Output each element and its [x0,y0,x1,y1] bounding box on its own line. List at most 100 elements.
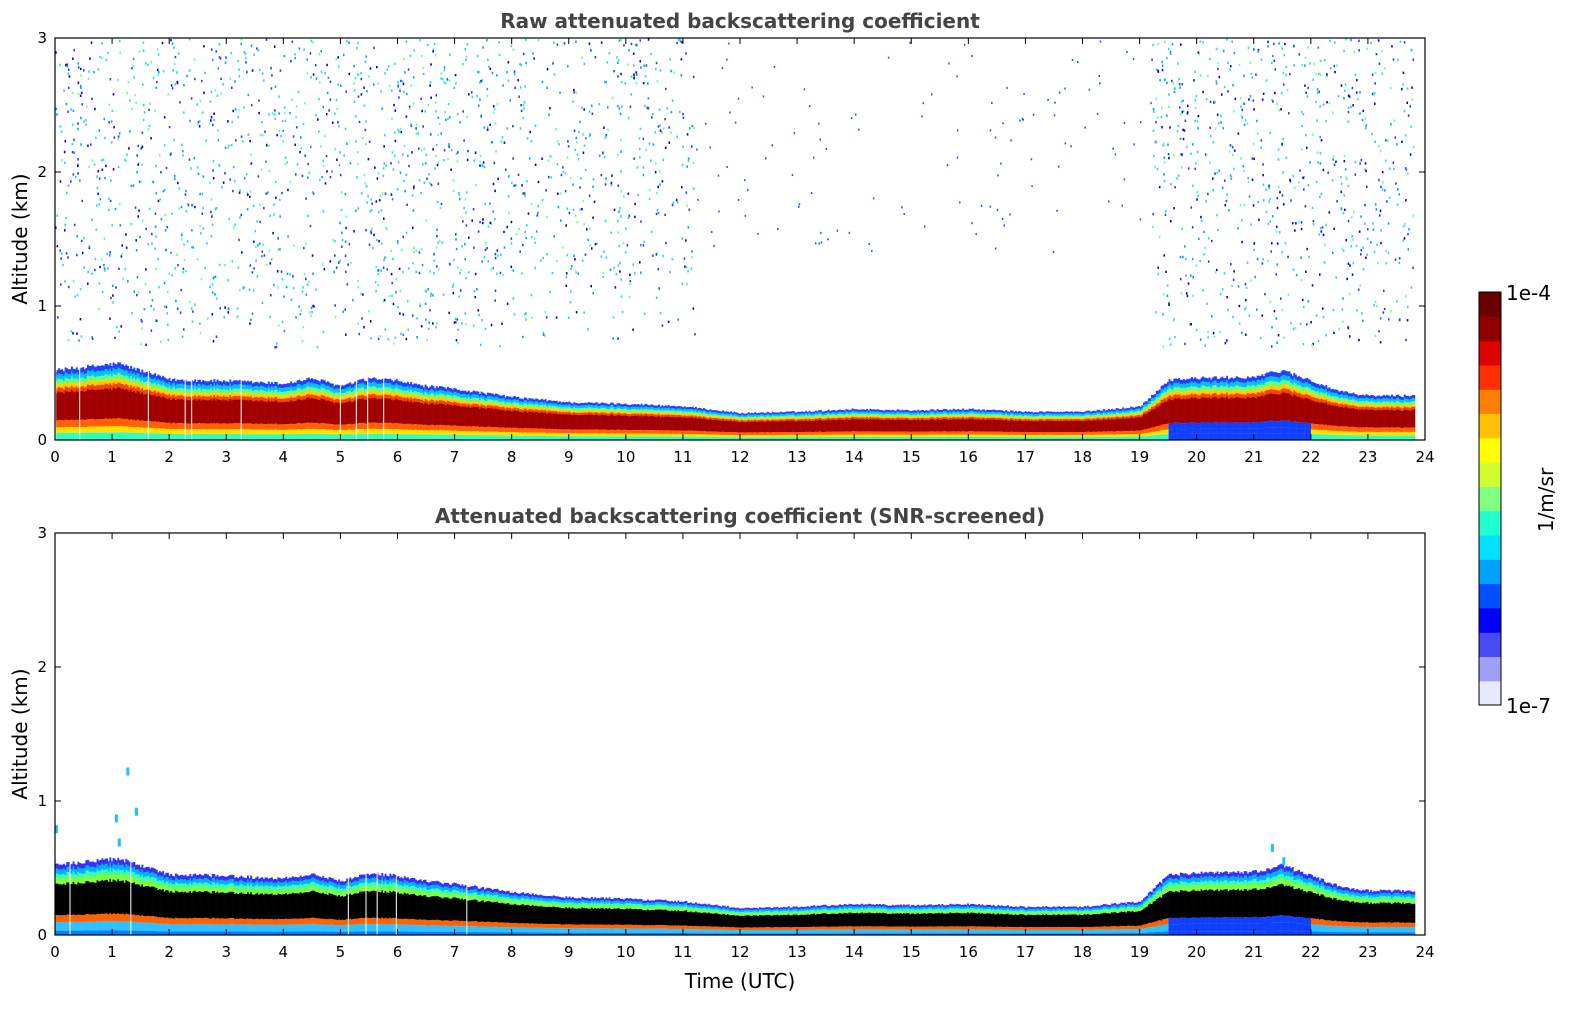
layer-cell [792,415,795,417]
layer-cell [727,419,729,421]
layer-cell [581,402,584,406]
layer-cell [735,416,737,418]
layer-cell [235,399,238,424]
layer-cell [291,398,294,402]
layer-cell [807,437,809,440]
layer-cell [487,426,489,432]
layer-cell [683,408,686,412]
layer-cell [885,434,888,437]
layer-cell [373,433,376,440]
layer-cell [655,433,657,437]
layer-cell [325,397,328,401]
layer-cell [282,429,285,435]
layer-cell [371,422,374,429]
layer-cell [891,409,894,412]
layer-cell [427,425,430,431]
layer-cell [779,411,782,414]
layer-cell [146,433,149,440]
layer-cell [667,409,670,413]
layer-cell [299,399,302,424]
layer-cell [581,433,584,437]
layer-cell [551,406,553,409]
layer-cell [479,427,481,432]
layer-cell [640,413,643,416]
layer-cell [443,430,446,435]
layer-cell [176,388,179,392]
layer-cell [653,410,656,413]
layer-cell [283,398,286,402]
layer-cell [143,421,145,428]
layer-cell [87,432,89,440]
layer-cell [303,384,305,389]
layer-cell [131,391,134,421]
layer-cell [690,417,693,431]
layer-cell [615,433,617,437]
layer-cell [235,395,238,400]
layer-cell [58,391,61,420]
layer-cell [282,424,285,430]
layer-cell [749,420,752,422]
layer-cell [482,431,485,436]
layer-cell [605,403,608,406]
layer-cell [618,429,621,434]
layer-cell [915,414,918,417]
layer-cell [309,383,312,388]
layer-cell [301,429,304,435]
layer-cell [152,391,155,396]
layer-cell [811,417,814,420]
layer-cell [642,436,645,440]
layer-cell [495,431,497,436]
layer-cell [546,404,549,407]
layer-cell [803,434,806,438]
layer-cell [85,432,88,440]
layer-cell [720,413,723,416]
layer-cell [634,406,637,410]
layer-cell [759,421,761,433]
layer-cell [146,385,149,390]
layer-cell [685,434,688,437]
layer-cell [408,429,411,435]
layer-cell [547,432,550,437]
layer-cell [906,419,909,432]
layer-cell [589,429,592,434]
layer-cell [99,419,102,427]
layer-cell [935,418,937,421]
layer-cell [232,380,235,385]
layer-cell [815,434,817,438]
layer-cell [511,403,513,407]
layer-cell [730,434,733,438]
layer-cell [827,415,830,418]
layer-cell [495,408,497,427]
layer-cell [104,363,107,370]
layer-cell [674,417,677,431]
layer-cell [837,417,840,420]
layer-cell [778,414,781,417]
layer-cell [157,391,160,396]
layer-cell [597,406,600,409]
layer-cell [875,409,878,412]
layer-cell [107,370,110,376]
layer-cell [813,420,816,433]
layer-cell [725,434,728,438]
layer-cell [392,423,395,430]
layer-cell [562,407,565,410]
layer-cell [930,417,933,420]
layer-cell [712,437,715,440]
layer-cell [891,431,894,435]
layer-cell [72,432,75,440]
layer-cell [917,413,920,416]
layer-cell [242,396,245,400]
layer-cell [120,379,123,385]
layer-cell [895,412,897,415]
layer-cell [349,429,352,435]
layer-cell [125,364,128,370]
layer-cell [578,410,581,414]
layer-cell [559,436,561,440]
layer-cell [706,417,709,420]
layer-cell [88,419,91,427]
layer-cell [751,437,753,440]
layer-cell [343,399,345,403]
layer-cell [679,408,681,411]
layer-cell [259,423,262,430]
layer-cell [175,399,177,424]
